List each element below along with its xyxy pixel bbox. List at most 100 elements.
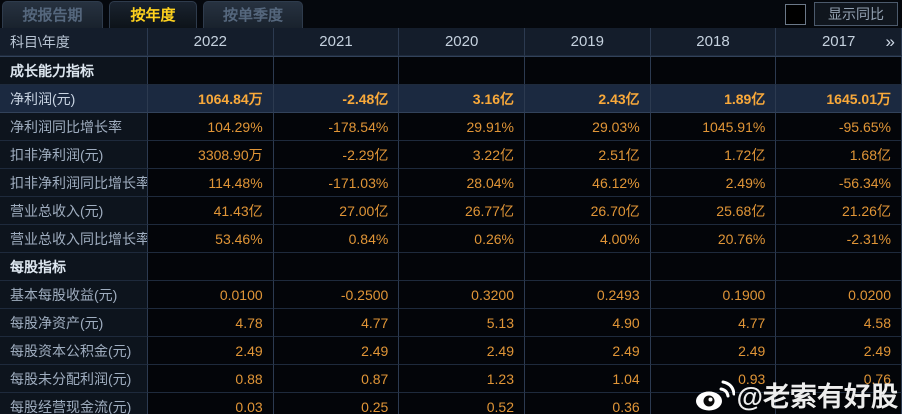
cell-value: 2.49 <box>399 337 525 365</box>
cell-value: 3308.90万 <box>148 141 274 169</box>
cell-value: 1.72亿 <box>650 141 777 169</box>
cell-value: -2.31% <box>776 225 902 253</box>
cell-value: 0.0200 <box>776 281 902 309</box>
year-header-2017-label: 2017 <box>821 33 856 50</box>
cell-value: -2.48亿 <box>273 85 400 113</box>
cell-value: 3.16亿 <box>399 85 525 113</box>
cell-value <box>650 393 777 414</box>
cell-value: 2.49 <box>650 337 777 365</box>
year-header-2020: 2020 <box>399 28 525 56</box>
cell-value: 2.49 <box>273 337 400 365</box>
more-years-chevron-icon[interactable]: » <box>885 31 896 51</box>
table-row[interactable]: 基本每股收益(元) 0.0100 -0.2500 0.3200 0.2493 0.1900… <box>0 281 902 309</box>
cell-value <box>524 253 651 281</box>
cell-value: 1.04 <box>524 365 651 393</box>
cell-value: 4.78 <box>148 309 274 337</box>
cell-value: 104.29% <box>148 113 274 141</box>
row-label: 扣非净利润同比增长率 <box>0 169 148 197</box>
year-header-2018: 2018 <box>650 28 777 56</box>
table-row[interactable]: 每股未分配利润(元) 0.88 0.87 1.23 1.04 0.93 0.76 <box>0 365 902 393</box>
cell-value: 114.48% <box>148 169 274 197</box>
tab-by-quarter[interactable]: 按单季度 <box>203 1 303 28</box>
row-label: 每股净资产(元) <box>0 309 148 337</box>
show-yoy-checkbox[interactable] <box>785 4 806 25</box>
cell-value: 3.22亿 <box>399 141 525 169</box>
cell-value: 1.68亿 <box>776 141 902 169</box>
cell-value <box>148 57 274 85</box>
table-body: 成长能力指标 净利润(元) 1064.84万 -2.48亿 3.16亿 2.43亿 1.89… <box>0 57 902 414</box>
cell-value: 0.3200 <box>399 281 525 309</box>
cell-value: 0.87 <box>273 365 400 393</box>
cell-value <box>273 253 400 281</box>
cell-value: 26.77亿 <box>399 197 525 225</box>
cell-value <box>148 253 274 281</box>
cell-value: 1645.01万 <box>776 85 902 113</box>
cell-value: 4.00% <box>524 225 651 253</box>
cell-value: -171.03% <box>273 169 400 197</box>
cell-value: 53.46% <box>148 225 274 253</box>
cell-value <box>273 57 400 85</box>
cell-value: 29.03% <box>524 113 651 141</box>
cell-value: 0.25 <box>273 393 400 414</box>
section-label: 成长能力指标 <box>0 57 148 85</box>
table-row[interactable]: 每股资本公积金(元) 2.49 2.49 2.49 2.49 2.49 2.49 <box>0 337 902 365</box>
cell-value: -178.54% <box>273 113 400 141</box>
cell-value: 1064.84万 <box>148 85 274 113</box>
row-label: 营业总收入(元) <box>0 197 148 225</box>
cell-value: 2.49% <box>650 169 777 197</box>
cell-value: 2.49 <box>776 337 902 365</box>
section-row[interactable]: 成长能力指标 <box>0 57 902 85</box>
cell-value: 2.49 <box>524 337 651 365</box>
cell-value: 4.77 <box>273 309 400 337</box>
cell-value <box>776 57 902 85</box>
cell-value: 0.26% <box>399 225 525 253</box>
cell-value <box>776 253 902 281</box>
cell-value: 0.76 <box>776 365 902 393</box>
cell-value <box>650 253 777 281</box>
row-label: 净利润同比增长率 <box>0 113 148 141</box>
table-row[interactable]: 营业总收入同比增长率 53.46% 0.84% 0.26% 4.00% 20.76% -2.… <box>0 225 902 253</box>
cell-value: 41.43亿 <box>148 197 274 225</box>
cell-value <box>776 393 902 414</box>
table-header-row: 科目\年度 2022 2021 2020 2019 2018 2017 » <box>0 28 902 57</box>
table-row[interactable]: 净利润同比增长率 104.29% -178.54% 29.91% 29.03% 1045.… <box>0 113 902 141</box>
cell-value: 0.93 <box>650 365 777 393</box>
cell-value <box>524 57 651 85</box>
year-header-2022: 2022 <box>148 28 274 56</box>
year-header-2021: 2021 <box>273 28 400 56</box>
tab-by-report-period[interactable]: 按报告期 <box>2 1 103 28</box>
row-label: 营业总收入同比增长率 <box>0 225 148 253</box>
table-row[interactable]: 营业总收入(元) 41.43亿 27.00亿 26.77亿 26.70亿 25.68亿 21… <box>0 197 902 225</box>
cell-value: 0.1900 <box>650 281 777 309</box>
row-label: 扣非净利润(元) <box>0 141 148 169</box>
cell-value: -2.29亿 <box>273 141 400 169</box>
row-label: 每股未分配利润(元) <box>0 365 148 393</box>
tab-by-year[interactable]: 按年度 <box>109 1 197 28</box>
table-row[interactable]: 每股经营现金流(元) 0.03 0.25 0.52 0.36 <box>0 393 902 414</box>
cell-value: 0.36 <box>524 393 651 414</box>
cell-value: -0.2500 <box>273 281 400 309</box>
show-yoy-button[interactable]: 显示同比 <box>814 2 898 26</box>
cell-value: 26.70亿 <box>524 197 651 225</box>
table-row[interactable]: 净利润(元) 1064.84万 -2.48亿 3.16亿 2.43亿 1.89亿 1645.… <box>0 85 902 113</box>
cell-value <box>399 253 525 281</box>
year-header-2019: 2019 <box>524 28 651 56</box>
cell-value: 2.49 <box>148 337 274 365</box>
cell-value: 1.89亿 <box>650 85 777 113</box>
corner-header-cell: 科目\年度 <box>0 28 148 56</box>
section-label: 每股指标 <box>0 253 148 281</box>
cell-value <box>399 57 525 85</box>
row-label: 净利润(元) <box>0 85 148 113</box>
cell-value: 4.77 <box>650 309 777 337</box>
cell-value: 0.84% <box>273 225 400 253</box>
table-row[interactable]: 扣非净利润(元) 3308.90万 -2.29亿 3.22亿 2.51亿 1.72亿 1.6… <box>0 141 902 169</box>
year-header-2017: 2017 » <box>776 28 902 56</box>
cell-value <box>650 57 777 85</box>
section-row[interactable]: 每股指标 <box>0 253 902 281</box>
row-label: 每股经营现金流(元) <box>0 393 148 414</box>
cell-value: 0.52 <box>399 393 525 414</box>
table-row[interactable]: 每股净资产(元) 4.78 4.77 5.13 4.90 4.77 4.58 <box>0 309 902 337</box>
table-row[interactable]: 扣非净利润同比增长率 114.48% -171.03% 28.04% 46.12% 2.4… <box>0 169 902 197</box>
cell-value: 1045.91% <box>650 113 777 141</box>
